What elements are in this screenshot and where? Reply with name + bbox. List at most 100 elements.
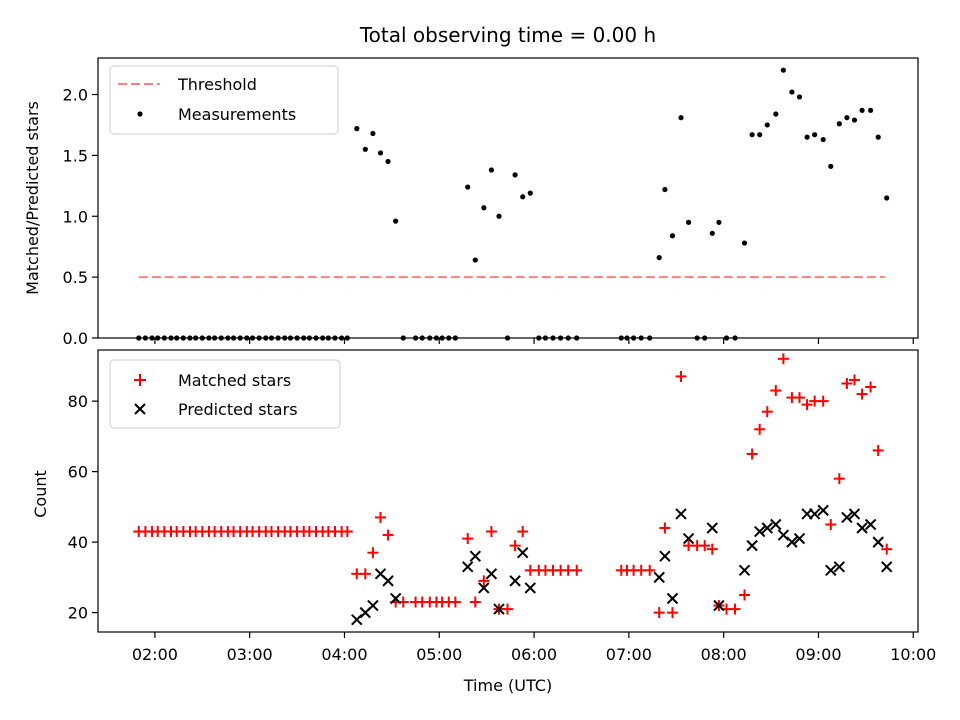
predicted-star-point	[713, 599, 725, 612]
matched-star-point	[825, 518, 837, 530]
predicted-star-point	[761, 522, 773, 534]
matched-star-point	[653, 607, 665, 619]
measurement-point	[773, 111, 779, 117]
measurement-point	[764, 122, 770, 128]
legend-matched-label: Matched stars	[178, 371, 291, 390]
matched-star-point	[367, 547, 379, 559]
top-axes-frame	[97, 57, 919, 339]
matched-star-point	[469, 596, 481, 608]
matched-star-point	[739, 589, 751, 601]
matched-star-point	[571, 564, 583, 576]
predicted-star-point	[786, 536, 798, 548]
measurement-point	[520, 194, 526, 200]
series-top-1	[136, 67, 890, 341]
predicted-star-point	[478, 582, 490, 594]
matched-star-point	[794, 392, 806, 404]
predicted-star-point	[382, 575, 394, 587]
predicted-star-point	[485, 568, 498, 580]
measurement-point	[385, 158, 391, 165]
measurement-point	[884, 195, 890, 201]
x-tick-label: 08:00	[701, 645, 747, 664]
measurement-point	[709, 230, 715, 236]
top-panel: 0.00.51.01.52.0 Matched/Predicted stars …	[23, 57, 919, 348]
matched-star-point	[833, 473, 845, 485]
predicted-star-point	[833, 561, 846, 573]
top-y-ticks: 0.0 0.5 1.0 1.5 2.0	[63, 86, 98, 348]
predicted-star-point	[746, 539, 758, 552]
top-y-tick-label: 0.5	[63, 268, 88, 287]
bottom-y-tick-label: 80	[68, 392, 88, 411]
x-tick-label: 06:00	[511, 645, 557, 664]
matched-star-point	[509, 540, 521, 552]
measurement-point	[716, 219, 722, 225]
legend-predicted-swatch	[134, 403, 146, 415]
measurement-point	[488, 167, 495, 173]
predicted-star-point	[389, 592, 402, 605]
predicted-star-point	[706, 522, 718, 534]
matched-star-point	[478, 575, 490, 587]
matched-star-point	[659, 522, 671, 534]
measurement-point	[749, 132, 755, 138]
x-tick-label: 03:00	[227, 645, 273, 664]
matched-star-point	[517, 526, 529, 538]
bottom-legend: Matched stars Predicted stars	[109, 359, 341, 429]
predicted-star-point	[462, 561, 474, 573]
measurement-point	[496, 213, 502, 219]
measurement-point	[669, 233, 676, 239]
predicted-star-point	[738, 564, 751, 577]
predicted-star-point	[770, 518, 782, 531]
predicted-star-point	[524, 582, 536, 594]
matched-star-point	[729, 603, 741, 615]
matched-star-point	[777, 353, 789, 365]
predicted-star-point	[881, 561, 893, 573]
predicted-star-point	[469, 550, 482, 562]
x-tick-label: 05:00	[416, 645, 462, 664]
x-tick-label: 10:00	[890, 645, 936, 664]
x-tick-label: 04:00	[321, 645, 367, 664]
matched-star-point	[746, 448, 758, 460]
top-plot-area	[136, 67, 890, 341]
predicted-star-point	[872, 536, 884, 548]
legend-predicted-label: Predicted stars	[178, 400, 298, 419]
measurement-point	[512, 172, 518, 178]
predicted-star-point	[808, 508, 821, 520]
measurement-point	[678, 115, 684, 121]
predicted-star-point	[493, 603, 505, 615]
measurement-point	[741, 240, 748, 246]
bottom-y-ticks: 20 40 60 80	[68, 392, 98, 623]
top-legend: Threshold Measurements	[109, 65, 339, 135]
matched-star-point	[856, 388, 868, 400]
predicted-star-point	[777, 529, 790, 541]
matched-star-point	[754, 423, 766, 435]
matched-star-point	[841, 377, 853, 389]
predicted-star-point	[653, 571, 665, 584]
x-axis-label: Time (UTC)	[463, 676, 552, 695]
matched-star-point	[872, 444, 884, 456]
x-tick-label: 09:00	[795, 645, 841, 664]
measurement-point	[859, 107, 865, 113]
matched-star-point	[462, 533, 474, 545]
measurement-point	[685, 219, 692, 225]
measurement-point	[481, 205, 487, 211]
measurement-point	[804, 134, 810, 140]
measurement-point	[377, 150, 384, 156]
matched-star-point	[359, 568, 371, 580]
matched-star-point	[770, 385, 782, 397]
legend-matched-swatch	[134, 374, 146, 386]
measurement-point	[757, 132, 763, 138]
predicted-star-point	[675, 508, 687, 520]
predicted-star-point	[666, 592, 679, 605]
predicted-star-point	[825, 564, 837, 577]
top-y-tick-label: 1.0	[63, 207, 88, 226]
top-x-ticks	[154, 338, 914, 344]
measurement-point	[656, 255, 662, 261]
measurement-point	[393, 218, 399, 224]
measurement-point	[354, 126, 360, 132]
top-y-tick-label: 0.0	[63, 329, 88, 348]
bottom-legend-box	[109, 359, 341, 429]
bottom-plot-area	[133, 353, 893, 626]
matched-star-point	[865, 381, 877, 393]
series-bottom-1	[351, 504, 893, 626]
